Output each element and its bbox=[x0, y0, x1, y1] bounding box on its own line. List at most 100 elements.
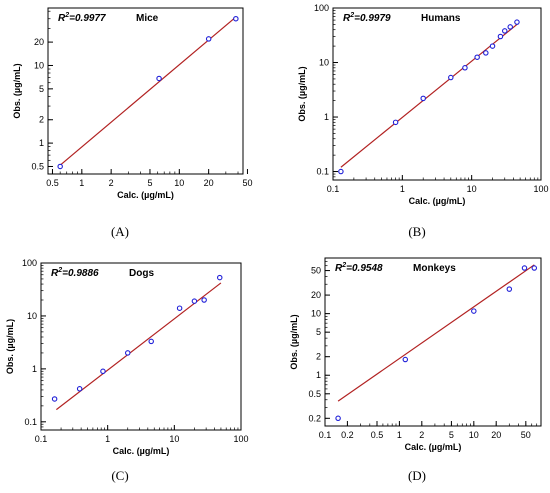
data-point bbox=[100, 368, 106, 375]
data-point bbox=[392, 119, 399, 126]
y-tick-label: 5 bbox=[39, 84, 44, 94]
r2-annotation: R2=0.9979 bbox=[343, 12, 391, 24]
data-point bbox=[148, 338, 154, 345]
x-axis-title: Calc. (µg/mL) bbox=[117, 190, 174, 200]
r2-annotation: R2=0.9977 bbox=[58, 12, 106, 24]
data-point bbox=[507, 24, 513, 30]
y-tick-label: 1 bbox=[39, 138, 44, 148]
plot-frame bbox=[47, 7, 244, 175]
regression-line bbox=[340, 23, 518, 168]
x-tick-label: 50 bbox=[242, 178, 252, 188]
regression-line bbox=[337, 264, 535, 402]
y-axis-title: Obs. (µg/mL) bbox=[289, 314, 299, 369]
data-point bbox=[506, 286, 513, 292]
x-tick-label: 1 bbox=[400, 184, 405, 194]
data-point bbox=[462, 65, 468, 71]
regression-line bbox=[55, 282, 222, 411]
r2-annotation: R2=0.9886 bbox=[51, 267, 99, 279]
x-tick-label: 10 bbox=[469, 430, 479, 440]
panel-label: (B) bbox=[408, 224, 425, 239]
panel-label: (D) bbox=[408, 468, 426, 483]
data-point bbox=[471, 308, 477, 314]
r2-value: =0.9977 bbox=[69, 13, 106, 24]
r2-symbol: R bbox=[51, 268, 59, 279]
y-axis-title: Obs. (µg/mL) bbox=[297, 66, 307, 121]
y-tick-label: 0.1 bbox=[316, 167, 329, 177]
data-point bbox=[483, 50, 489, 56]
panel-label: (A) bbox=[111, 224, 129, 239]
y-axis-title: Obs. (µg/mL) bbox=[12, 63, 22, 118]
r2-value: =0.9979 bbox=[354, 13, 391, 24]
data-point bbox=[156, 75, 162, 82]
y-tick-label: 1 bbox=[324, 112, 329, 122]
y-tick-label: 0.5 bbox=[31, 161, 44, 171]
y-tick-label: 0.1 bbox=[24, 417, 37, 427]
r2-superscript: 2 bbox=[341, 262, 346, 269]
species-label: Mice bbox=[136, 13, 159, 24]
r2-value: =0.9548 bbox=[346, 263, 383, 274]
r2-value: =0.9886 bbox=[62, 268, 99, 279]
x-tick-label: 0.1 bbox=[327, 184, 340, 194]
y-tick-label: 100 bbox=[22, 258, 37, 268]
y-tick-label: 20 bbox=[311, 290, 321, 300]
data-point bbox=[501, 28, 508, 34]
chart-panel-c: 0.1 1 10 100 0.1 1 10 100 Calc. (µg/mL) Obs. (µg/… bbox=[5, 258, 249, 483]
y-tick-label: 10 bbox=[27, 311, 37, 321]
data-point bbox=[233, 15, 239, 22]
y-tick-label: 50 bbox=[311, 266, 321, 276]
r2-superscript: 2 bbox=[57, 267, 62, 274]
x-tick-label: 10 bbox=[169, 434, 179, 444]
x-tick-label: 5 bbox=[449, 430, 454, 440]
data-point bbox=[514, 19, 520, 25]
y-axis-title: Obs. (µg/mL) bbox=[5, 319, 15, 374]
data-point bbox=[474, 54, 480, 60]
data-point bbox=[402, 356, 409, 363]
data-point bbox=[176, 305, 183, 311]
data-point bbox=[531, 265, 538, 271]
x-tick-label: 1 bbox=[79, 178, 84, 188]
data-point bbox=[124, 350, 131, 356]
y-tick-label: 10 bbox=[34, 60, 44, 70]
species-label: Humans bbox=[421, 13, 461, 24]
y-tick-label: 20 bbox=[34, 37, 44, 47]
plot-frame bbox=[332, 7, 542, 181]
data-point bbox=[338, 168, 344, 175]
y-tick-label: 0.5 bbox=[308, 389, 321, 399]
x-tick-label: 20 bbox=[491, 430, 501, 440]
x-tick-label: 0.5 bbox=[46, 178, 59, 188]
panel-label: (C) bbox=[111, 468, 128, 483]
x-tick-label: 5 bbox=[147, 178, 152, 188]
r2-symbol: R bbox=[58, 13, 66, 24]
y-tick-label: 5 bbox=[316, 327, 321, 337]
data-point bbox=[205, 36, 212, 42]
r2-annotation: R2=0.9548 bbox=[335, 262, 383, 274]
chart-panel-a: 0.5 1 2 5 10 20 50 0.5 1 2 5 10 20 Calc. (µg/mL) Obs. … bbox=[12, 7, 252, 239]
x-tick-label: 50 bbox=[521, 430, 531, 440]
x-tick-label: 0.5 bbox=[371, 430, 384, 440]
x-tick-label: 0.1 bbox=[319, 430, 332, 440]
x-tick-label: 1 bbox=[105, 434, 110, 444]
x-tick-label: 2 bbox=[419, 430, 424, 440]
data-point bbox=[191, 298, 198, 304]
x-tick-label: 0.2 bbox=[341, 430, 354, 440]
regression-line bbox=[59, 16, 237, 166]
y-tick-label: 10 bbox=[319, 58, 329, 68]
r2-superscript: 2 bbox=[349, 12, 354, 19]
data-point bbox=[51, 396, 58, 402]
x-tick-label: 10 bbox=[174, 178, 184, 188]
r2-superscript: 2 bbox=[64, 12, 69, 19]
x-axis-title: Calc. (µg/mL) bbox=[409, 196, 466, 206]
r2-symbol: R bbox=[335, 263, 343, 274]
x-axis-title: Calc. (µg/mL) bbox=[405, 442, 462, 452]
y-tick-label: 2 bbox=[39, 115, 44, 125]
data-point bbox=[420, 95, 426, 102]
chart-panel-d: 0.1 0.2 0.5 1 2 5 10 20 50 0.2 0.5 1 2 5 10 20 50 Calc. (… bbox=[289, 257, 542, 483]
y-tick-label: 1 bbox=[316, 370, 321, 380]
plot-frame bbox=[40, 262, 242, 431]
x-tick-label: 20 bbox=[204, 178, 214, 188]
y-tick-label: 0.2 bbox=[308, 413, 321, 423]
y-tick-label: 100 bbox=[314, 3, 329, 13]
data-point bbox=[57, 163, 63, 170]
species-label: Dogs bbox=[129, 268, 154, 279]
